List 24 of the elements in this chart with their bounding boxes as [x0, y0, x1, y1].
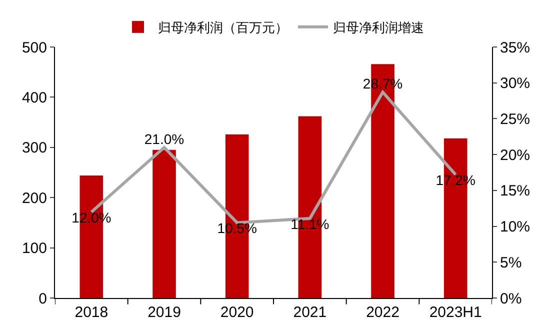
legend-label: 归母净利润（百万元）	[158, 21, 288, 36]
y-tick-label: 100	[22, 240, 47, 258]
y2-tick-label: 25%	[500, 110, 530, 128]
x-tick-label: 2021	[293, 304, 327, 321]
legend-label: 归母净利润增速	[333, 21, 424, 36]
x-tick-label: 2018	[74, 304, 108, 321]
y-tick-label: 500	[22, 39, 47, 56]
data-label: 21.0%	[144, 130, 184, 147]
y-tick-label: 200	[22, 190, 47, 207]
bar	[152, 150, 176, 298]
y2-tick-label: 0%	[500, 290, 522, 308]
y-tick-label: 300	[22, 140, 47, 157]
x-tick-label: 2019	[148, 304, 181, 321]
y2-tick-label: 10%	[500, 218, 530, 236]
y2-tick-label: 30%	[500, 75, 530, 92]
y-tick-label: 0	[38, 290, 47, 308]
x-tick-label: 2022	[366, 304, 400, 321]
x-tick-label: 2023H1	[429, 304, 482, 321]
y-tick-label: 400	[22, 89, 47, 106]
y2-tick-label: 35%	[500, 39, 530, 56]
y2-tick-label: 20%	[500, 146, 530, 164]
y2-tick-label: 5%	[500, 254, 522, 272]
x-tick-label: 2020	[220, 304, 254, 321]
y2-tick-label: 15%	[500, 182, 530, 200]
